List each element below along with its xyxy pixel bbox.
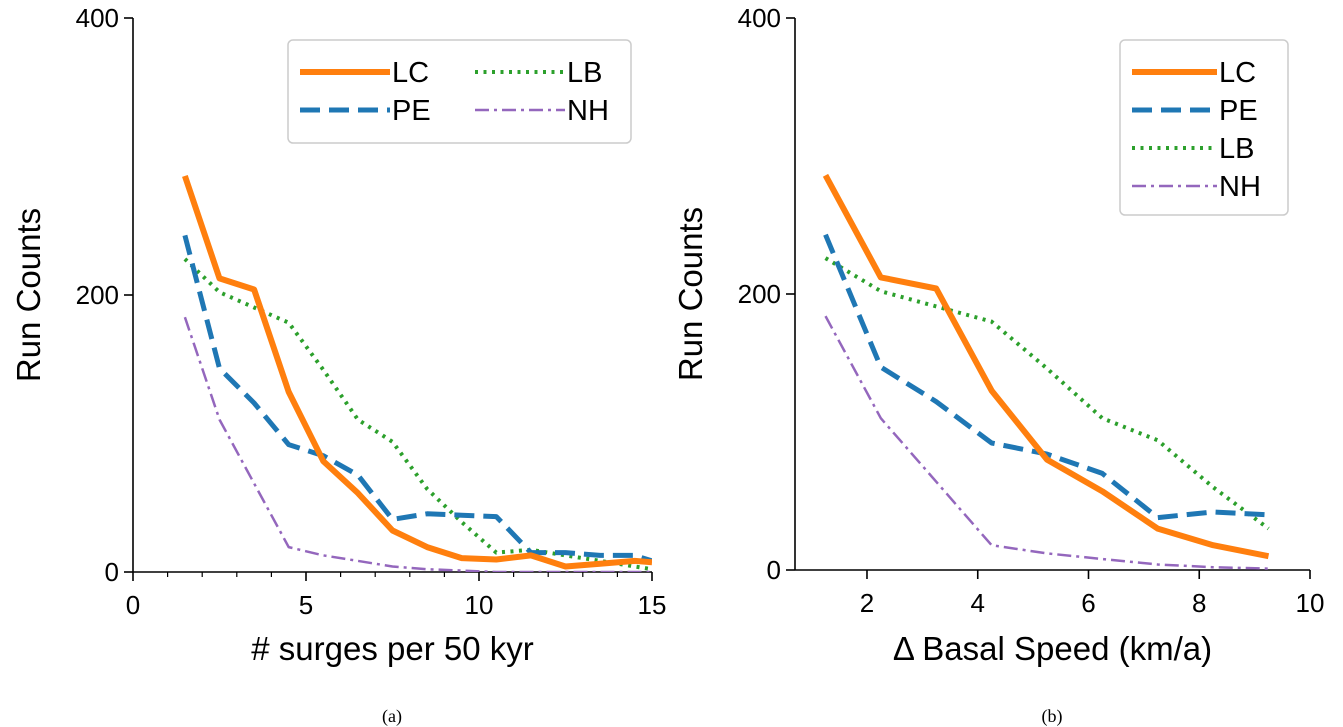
legend-box (1119, 39, 1289, 216)
legend-label-pe: PE (392, 95, 431, 127)
y-axis-label: Run Counts (672, 207, 709, 381)
x-tick-label: 5 (299, 590, 313, 620)
y-tick-label: 0 (105, 557, 119, 587)
legend-label-lb: LB (1219, 133, 1254, 165)
x-tick-label: 6 (1081, 588, 1095, 618)
series-line-pe (182, 234, 652, 564)
x-axis-label: # surges per 50 kyr (251, 630, 533, 667)
legend-box (287, 39, 632, 144)
x-axis-label: Δ Basal Speed (km/a) (893, 630, 1212, 667)
series-line-lb (183, 257, 652, 572)
y-tick-label: 0 (767, 555, 781, 585)
series-line-lc (822, 173, 1270, 560)
x-tick-label: 15 (638, 590, 667, 620)
x-tick-label: 10 (465, 590, 494, 620)
series-line-nh (824, 315, 1269, 570)
y-tick-label: 400 (738, 3, 781, 33)
x-tick-label: 8 (1192, 588, 1206, 618)
panel-caption: (b) (1042, 706, 1063, 727)
x-tick-label: 2 (860, 588, 874, 618)
legend: LC PE LB NH (1119, 39, 1289, 216)
y-axis-label: Run Counts (10, 208, 47, 382)
y-tick-label: 200 (76, 280, 119, 310)
chart-panel-2: 0 200 400 2 4 6 8 10 Δ Basal Speed (km/a) Run Cou… (672, 3, 1324, 727)
series-line-lc (182, 174, 652, 570)
y-tick-label: 400 (76, 3, 119, 33)
series-line-nh (183, 316, 652, 572)
chart-panel-1: 0 200 400 0 5 10 15 # surges per 50 kyr Run Coun… (10, 3, 666, 727)
legend-label-lb: LB (567, 57, 602, 89)
legend-label-lc: LC (1219, 57, 1256, 89)
x-tick-label: 0 (126, 590, 140, 620)
legend: LC PE LB NH (287, 39, 632, 144)
panel-caption: (a) (382, 706, 402, 727)
legend-label-nh: NH (567, 95, 609, 127)
y-tick-label: 200 (738, 279, 781, 309)
series-line-pe (823, 233, 1269, 521)
x-tick-label: 4 (971, 588, 985, 618)
series-line-lb (824, 256, 1270, 531)
legend-label-nh: NH (1219, 171, 1261, 203)
x-tick-label: 10 (1296, 588, 1325, 618)
legend-label-pe: PE (1219, 95, 1258, 127)
legend-label-lc: LC (392, 57, 429, 89)
